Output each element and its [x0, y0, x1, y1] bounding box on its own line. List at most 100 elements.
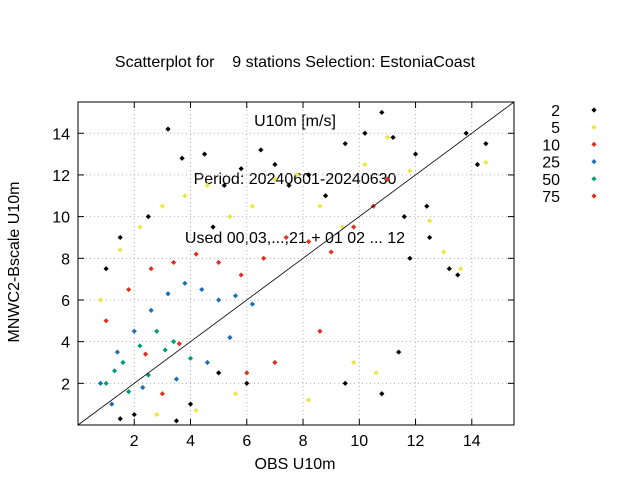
data-point: [142, 351, 149, 357]
data-point: [244, 380, 250, 386]
data-point: [182, 280, 188, 286]
data-point: [97, 380, 104, 386]
y-tick-label: 14: [52, 126, 70, 143]
data-point: [154, 328, 160, 334]
data-point: [117, 247, 123, 253]
data-point: [294, 172, 301, 178]
chart-title-line-2: U10m [m/s]: [254, 112, 336, 130]
data-point: [362, 161, 368, 168]
data-point: [216, 370, 222, 376]
data-point: [103, 318, 109, 324]
data-point: [463, 130, 469, 136]
data-point: [131, 411, 137, 418]
data-point: [187, 401, 194, 407]
data-point: [446, 266, 452, 272]
data-point: [227, 214, 233, 220]
data-point: [407, 168, 413, 174]
data-point: [244, 370, 250, 376]
x-axis-label: OBS U10m: [254, 456, 336, 473]
y-tick-label: 6: [61, 293, 70, 310]
data-point: [286, 182, 292, 188]
legend-marker: [591, 141, 597, 147]
data-point: [390, 134, 396, 141]
data-point: [272, 359, 278, 366]
legend-label: 5: [551, 120, 560, 137]
series-25: [97, 280, 255, 407]
x-tick-label: 2: [130, 433, 139, 450]
data-point: [117, 234, 123, 241]
data-point: [140, 384, 146, 391]
data-point: [162, 347, 168, 353]
data-point: [232, 391, 239, 397]
legend-label: 25: [542, 155, 560, 172]
data-point: [238, 272, 244, 278]
data-point: [171, 339, 177, 345]
data-point: [210, 224, 216, 230]
y-tick-label: 2: [61, 376, 70, 393]
data-point: [396, 349, 402, 355]
data-point: [111, 368, 118, 374]
data-point: [441, 249, 447, 255]
chart-title-line-1: Scatterplot for 9 stations Selection: Es…: [114, 54, 476, 71]
data-point: [117, 416, 123, 422]
data-point: [342, 380, 348, 386]
data-point: [216, 259, 222, 266]
legend-label: 75: [542, 189, 560, 206]
data-point: [193, 407, 199, 414]
x-tick-label: 14: [463, 433, 481, 450]
data-point: [306, 172, 312, 178]
data-point: [483, 141, 489, 147]
legend-item: 10: [542, 137, 597, 154]
data-point: [455, 272, 461, 278]
legend-item: 25: [542, 155, 597, 172]
data-point: [109, 401, 115, 407]
data-point: [131, 328, 137, 334]
legend-marker: [591, 124, 597, 130]
data-point: [306, 397, 312, 403]
data-point: [165, 126, 171, 132]
data-point: [379, 109, 385, 116]
series-2: [103, 109, 489, 424]
legend-item: 2: [551, 103, 597, 120]
data-point: [103, 380, 109, 386]
data-point: [148, 307, 154, 313]
data-point: [114, 349, 120, 355]
x-tick-label: 4: [186, 433, 195, 450]
data-point: [154, 411, 160, 418]
diagonal-line: [77, 101, 515, 426]
data-point: [145, 214, 151, 220]
legend-marker: [591, 107, 597, 113]
data-point: [193, 251, 199, 257]
data-point: [159, 391, 165, 397]
data-point: [474, 161, 481, 168]
data-point: [221, 182, 227, 188]
data-point: [317, 328, 323, 334]
data-point: [103, 266, 109, 272]
data-point: [159, 203, 165, 209]
data-point: [227, 334, 233, 341]
x-tick-label: 10: [350, 433, 368, 450]
data-point: [407, 255, 413, 261]
data-point: [427, 234, 433, 241]
y-tick-label: 10: [52, 210, 70, 227]
data-point: [261, 255, 267, 261]
series-50: [103, 328, 194, 395]
x-tick-label: 12: [407, 433, 425, 450]
y-tick-label: 12: [52, 168, 70, 185]
data-point: [272, 176, 278, 182]
data-point: [238, 166, 244, 172]
legend-label: 10: [542, 137, 560, 154]
legend-item: 5: [551, 120, 597, 137]
legend-marker: [591, 176, 597, 182]
data-point: [317, 203, 323, 209]
series-75: [142, 341, 182, 357]
data-point: [351, 224, 357, 230]
data-point: [187, 355, 194, 361]
data-point: [97, 297, 104, 303]
data-point: [204, 359, 210, 366]
data-point: [379, 391, 385, 397]
data-point: [384, 176, 391, 182]
y-axis-label: MNWC2-Bscale U10m: [6, 181, 23, 343]
data-point: [199, 286, 205, 293]
